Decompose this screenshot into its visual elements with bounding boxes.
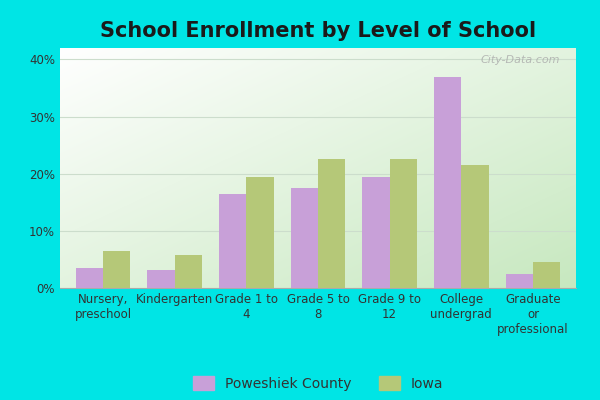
Bar bbox=[389, 160, 417, 288]
Bar bbox=[148, 270, 175, 288]
Bar bbox=[247, 176, 274, 288]
Bar bbox=[318, 160, 345, 288]
Bar bbox=[362, 176, 389, 288]
Title: School Enrollment by Level of School: School Enrollment by Level of School bbox=[100, 21, 536, 41]
Bar bbox=[533, 262, 560, 288]
Bar bbox=[76, 268, 103, 288]
Bar bbox=[434, 76, 461, 288]
Bar bbox=[103, 251, 130, 288]
Bar bbox=[461, 165, 488, 288]
Bar bbox=[291, 188, 318, 288]
Bar bbox=[175, 256, 202, 288]
Bar bbox=[219, 194, 247, 288]
Legend: Poweshiek County, Iowa: Poweshiek County, Iowa bbox=[187, 370, 449, 396]
Bar bbox=[506, 274, 533, 288]
Text: City-Data.com: City-Data.com bbox=[481, 55, 560, 65]
